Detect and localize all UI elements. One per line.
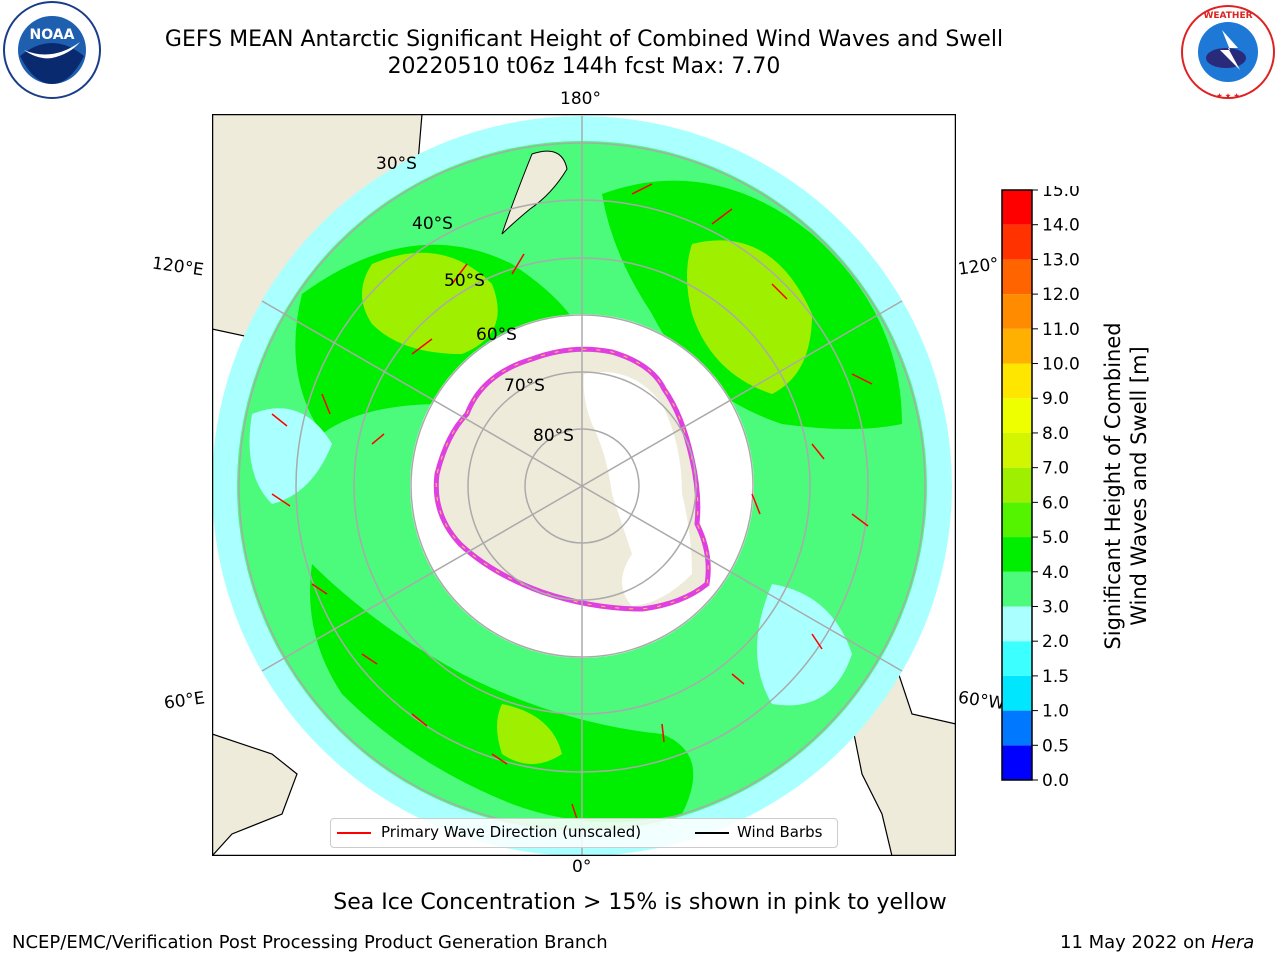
credit-text: NCEP/EMC/Verification Post Processing Pr…	[12, 932, 608, 953]
lat-label-70s: 70°S	[504, 376, 545, 396]
nws-logo: WEATHER ★ ★ ★	[1181, 5, 1275, 100]
colorbar-tick-label: 7.0	[1042, 459, 1069, 479]
lat-label-40s: 40°S	[412, 214, 453, 234]
svg-text:WEATHER: WEATHER	[1203, 11, 1252, 21]
colorbar-segment	[1002, 224, 1032, 260]
colorbar-tick-label: 13.0	[1042, 250, 1080, 270]
colorbar: 0.0 0.5 1.0 1.5 2.0 3.0 4.0 5.0 6.0 7.0 8.0 9.0 10.0…	[1001, 186, 1151, 786]
wave-arrows	[271, 183, 873, 820]
colorbar-segment	[1002, 467, 1032, 503]
date-text: 11 May 2022 on Hera	[1060, 932, 1254, 953]
colorbar-tick-label: 1.5	[1042, 667, 1069, 687]
chart-subtitle: 20220510 t06z 144h fcst Max: 7.70	[387, 54, 781, 79]
colorbar-tick-label: 0.5	[1042, 736, 1069, 756]
lon-label-0: 0°	[572, 857, 592, 877]
date-label: 11 May 2022 on	[1060, 932, 1212, 953]
colorbar-segment	[1002, 745, 1032, 780]
colorbar-segment	[1002, 710, 1032, 746]
lat-label-50s: 50°S	[444, 271, 485, 291]
sea-ice-note: Sea Ice Concentration > 15% is shown in …	[333, 890, 947, 915]
colorbar-tick-label: 5.0	[1042, 528, 1069, 548]
colorbar-tick-label: 4.0	[1042, 563, 1069, 583]
colorbar-tick-label: 6.0	[1042, 493, 1069, 513]
colorbar-label: Significant Height of Combined	[1101, 322, 1125, 649]
colorbar-segment	[1002, 190, 1032, 225]
colorbar-segment	[1002, 641, 1032, 676]
colorbar-segment	[1002, 363, 1032, 399]
graticule	[238, 116, 926, 856]
lat-label-60s: 60°S	[476, 325, 517, 345]
wave-direction-label: Primary Wave Direction (unscaled)	[381, 823, 642, 841]
colorbar-segment	[1002, 571, 1032, 607]
svg-text:NOAA: NOAA	[30, 27, 75, 43]
colorbar-segment	[1002, 259, 1032, 295]
colorbar-tick-label: 10.0	[1042, 355, 1080, 375]
colorbar-tick-label: 8.0	[1042, 424, 1069, 444]
svg-text:★ ★ ★: ★ ★ ★	[1216, 92, 1239, 100]
lon-label-120w: 120°	[956, 254, 1001, 280]
colorbar-tick-label: 15.0	[1042, 186, 1080, 201]
colorbar-label: Wind Waves and Swell [m]	[1127, 346, 1151, 626]
colorbar-segment	[1002, 537, 1032, 572]
colorbar-segment	[1002, 294, 1032, 329]
colorbar-tick-label: 11.0	[1042, 320, 1080, 340]
chart-title: GEFS MEAN Antarctic Significant Height o…	[164, 27, 1004, 52]
colorbar-tick-label: 0.0	[1042, 771, 1069, 786]
colorbar-segment	[1002, 606, 1032, 642]
lat-label-80s: 80°S	[533, 426, 574, 446]
wind-barb-label: Wind Barbs	[737, 823, 823, 841]
colorbar-segment	[1002, 502, 1032, 538]
lon-label-180: 180°	[560, 89, 601, 109]
colorbar-segment	[1002, 432, 1032, 468]
colorbar-tick-label: 12.0	[1042, 285, 1080, 305]
colorbar-tick-label: 2.0	[1042, 632, 1069, 652]
noaa-logo: NOAA	[3, 1, 101, 99]
colorbar-segment	[1002, 675, 1032, 711]
lat-label-30s: 30°S	[376, 154, 417, 174]
wave-direction-swatch	[337, 832, 371, 834]
machine-name: Hera	[1211, 932, 1255, 953]
colorbar-tick-label: 1.0	[1042, 702, 1069, 722]
polar-map	[212, 114, 956, 856]
lon-label-60e: 60°E	[162, 688, 207, 714]
colorbar-tick-label: 9.0	[1042, 389, 1069, 409]
colorbar-segment	[1002, 398, 1032, 433]
colorbar-frame	[1001, 189, 1033, 781]
lon-label-120e: 120°E	[150, 253, 205, 281]
colorbar-tick-label: 14.0	[1042, 216, 1080, 236]
wind-barb-swatch	[695, 832, 729, 834]
colorbar-segment	[1002, 328, 1032, 364]
colorbar-tick-label: 3.0	[1042, 597, 1069, 617]
map-legend: Primary Wave Direction (unscaled) Wind B…	[330, 818, 838, 848]
